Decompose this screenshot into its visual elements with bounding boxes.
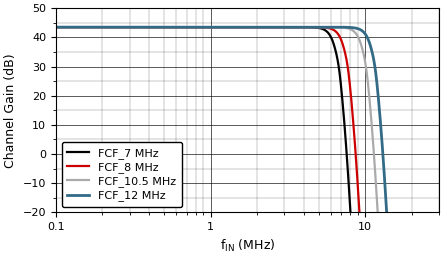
Legend: FCF_7 MHz, FCF_8 MHz, FCF_10.5 MHz, FCF_12 MHz: FCF_7 MHz, FCF_8 MHz, FCF_10.5 MHz, FCF_… xyxy=(62,142,182,207)
FCF_10.5 MHz xyxy=(429,220,434,223)
FCF_10.5 MHz xyxy=(120,26,125,29)
FCF_8 MHz xyxy=(200,26,206,29)
FCF_7 MHz xyxy=(436,220,442,223)
Y-axis label: Channel Gain (dB): Channel Gain (dB) xyxy=(4,53,17,168)
FCF_10.5 MHz xyxy=(436,220,442,223)
FCF_8 MHz xyxy=(97,26,102,29)
FCF_10.5 MHz xyxy=(376,220,381,223)
FCF_12 MHz xyxy=(385,220,390,223)
FCF_7 MHz xyxy=(53,26,58,29)
FCF_10.5 MHz xyxy=(53,26,58,29)
FCF_12 MHz xyxy=(200,26,206,29)
X-axis label: f$_\mathregular{IN}$ (MHz): f$_\mathregular{IN}$ (MHz) xyxy=(220,238,275,254)
FCF_12 MHz xyxy=(120,26,125,29)
FCF_8 MHz xyxy=(388,220,393,223)
Line: FCF_10.5 MHz: FCF_10.5 MHz xyxy=(56,27,439,221)
FCF_8 MHz xyxy=(217,26,222,29)
FCF_10.5 MHz xyxy=(200,26,206,29)
FCF_7 MHz xyxy=(429,220,434,223)
FCF_7 MHz xyxy=(348,220,354,223)
Line: FCF_7 MHz: FCF_7 MHz xyxy=(56,27,439,221)
FCF_10.5 MHz xyxy=(388,220,393,223)
FCF_7 MHz xyxy=(200,26,206,29)
FCF_7 MHz xyxy=(217,26,222,29)
FCF_8 MHz xyxy=(358,220,363,223)
FCF_12 MHz xyxy=(217,26,222,29)
FCF_12 MHz xyxy=(97,26,102,29)
FCF_12 MHz xyxy=(429,220,434,223)
FCF_10.5 MHz xyxy=(217,26,222,29)
FCF_8 MHz xyxy=(53,26,58,29)
FCF_7 MHz xyxy=(120,26,125,29)
FCF_8 MHz xyxy=(429,220,434,223)
FCF_10.5 MHz xyxy=(97,26,102,29)
FCF_7 MHz xyxy=(388,220,393,223)
FCF_8 MHz xyxy=(436,220,442,223)
FCF_12 MHz xyxy=(53,26,58,29)
FCF_8 MHz xyxy=(120,26,125,29)
FCF_12 MHz xyxy=(388,220,393,223)
Line: FCF_8 MHz: FCF_8 MHz xyxy=(56,27,439,221)
FCF_7 MHz xyxy=(97,26,102,29)
Line: FCF_12 MHz: FCF_12 MHz xyxy=(56,27,439,221)
FCF_12 MHz xyxy=(436,220,442,223)
